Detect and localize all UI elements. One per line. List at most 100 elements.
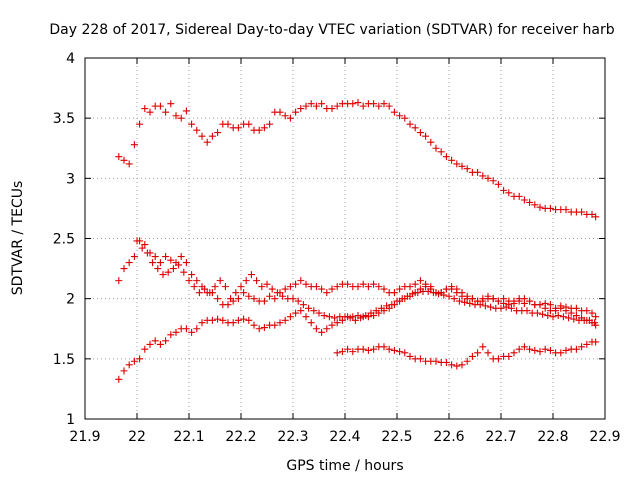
data-point (271, 295, 279, 303)
data-point (359, 102, 367, 110)
data-point (219, 316, 227, 324)
data-point (229, 319, 237, 327)
data-point (331, 314, 339, 322)
data-point (193, 126, 201, 134)
data-point (432, 357, 440, 365)
data-point (427, 138, 435, 146)
data-point (307, 319, 315, 327)
y-tick-label: 1.5 (53, 352, 75, 368)
data-point (481, 302, 489, 310)
data-point (344, 280, 352, 288)
series-sat-e (333, 338, 600, 370)
data-point (416, 129, 424, 137)
data-point (484, 349, 492, 357)
chart-title: Day 228 of 2017, Sidereal Day-to-day VTE… (49, 22, 614, 38)
data-point (203, 138, 211, 146)
data-point (442, 153, 450, 161)
data-point (370, 312, 378, 320)
data-point (442, 358, 450, 366)
data-point (188, 120, 196, 128)
data-point (570, 315, 578, 323)
data-point (214, 129, 222, 137)
data-point (494, 355, 502, 363)
data-point (396, 348, 404, 356)
data-point (588, 210, 596, 218)
data-point (143, 249, 151, 257)
data-point (565, 314, 573, 322)
data-point (422, 132, 430, 140)
data-point (188, 328, 196, 336)
data-point (487, 303, 495, 311)
data-point (448, 361, 456, 369)
data-point (310, 307, 318, 315)
data-point (224, 301, 232, 309)
data-point (333, 283, 341, 291)
data-point (180, 268, 188, 276)
data-point (172, 328, 180, 336)
data-point (455, 297, 463, 305)
data-point (562, 346, 570, 354)
data-point (520, 295, 528, 303)
data-point (531, 346, 539, 354)
data-point (201, 285, 209, 293)
data-point (307, 100, 315, 108)
data-point (370, 280, 378, 288)
data-point (552, 307, 560, 315)
data-point (245, 292, 253, 300)
data-point (286, 114, 294, 122)
data-point (390, 346, 398, 354)
data-point (505, 189, 513, 197)
data-point (572, 304, 580, 312)
data-point (172, 112, 180, 120)
data-point (445, 292, 453, 300)
data-point (271, 321, 279, 329)
data-point (292, 108, 300, 116)
data-point (130, 253, 138, 261)
data-point (546, 301, 554, 309)
data-point (416, 285, 424, 293)
data-point (432, 144, 440, 152)
data-point (526, 198, 534, 206)
data-point (258, 283, 266, 291)
data-point (592, 338, 600, 346)
data-point (557, 349, 565, 357)
data-point (351, 316, 359, 324)
data-point (255, 325, 263, 333)
data-point (234, 316, 242, 324)
data-point (515, 192, 523, 200)
data-point (260, 297, 268, 305)
data-point (354, 99, 362, 107)
data-point (401, 349, 409, 357)
data-point (320, 312, 328, 320)
data-point (549, 313, 557, 321)
data-point (245, 316, 253, 324)
data-point (281, 316, 289, 324)
data-point (164, 268, 172, 276)
data-point (461, 298, 469, 306)
data-point (466, 299, 474, 307)
data-point (133, 237, 141, 245)
y-tick-label: 3 (66, 171, 75, 187)
data-point (406, 120, 414, 128)
data-point (375, 102, 383, 110)
data-point (338, 348, 346, 356)
data-point (167, 331, 175, 339)
data-point (411, 124, 419, 132)
data-point (523, 307, 531, 315)
data-point (305, 304, 313, 312)
data-point (323, 325, 331, 333)
data-point (505, 352, 513, 360)
data-point (544, 312, 552, 320)
data-point (206, 289, 214, 297)
data-point (214, 315, 222, 323)
data-point (276, 319, 284, 327)
data-point (190, 283, 198, 291)
data-point (318, 328, 326, 336)
data-point (390, 301, 398, 309)
data-point (175, 261, 183, 269)
data-point (479, 172, 487, 180)
x-tick-label: 22.8 (537, 429, 568, 445)
x-tick-label: 21.9 (69, 429, 100, 445)
data-point (458, 361, 466, 369)
